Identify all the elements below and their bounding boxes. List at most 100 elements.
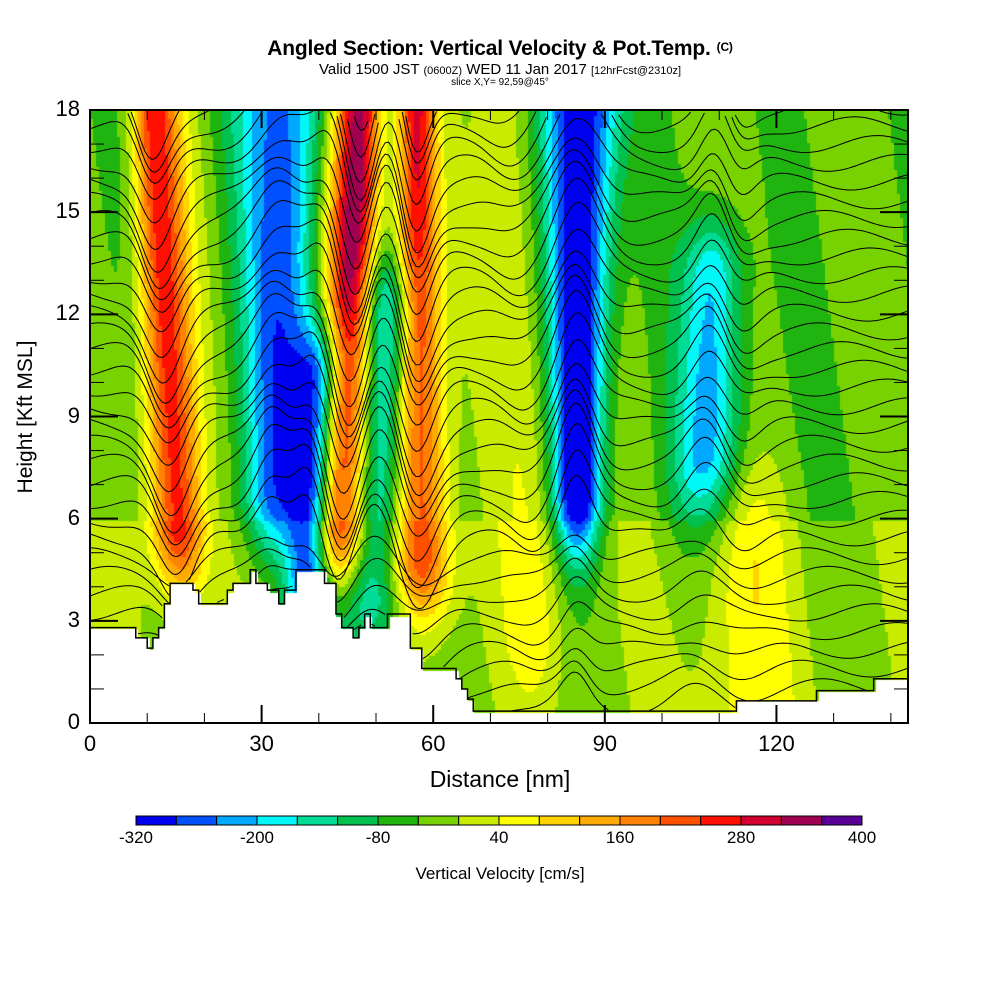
theta-contour (89, 117, 908, 254)
theta-contour (127, 109, 211, 173)
colorbar-swatch (296, 815, 339, 826)
x-tick-label: 30 (249, 731, 274, 756)
theta-contour (346, 114, 376, 158)
colorbar-swatch (780, 815, 823, 826)
theta-contour (271, 585, 293, 591)
theta-contour (89, 109, 245, 184)
theta-contour (89, 449, 907, 589)
theta-contour (89, 585, 163, 607)
theta-contour (89, 565, 170, 604)
theta-contour (189, 474, 908, 610)
theta-contour (412, 576, 908, 635)
colorbar-swatch (417, 815, 460, 826)
theta-contour (724, 115, 908, 154)
theta-contour (422, 601, 907, 660)
colorbar-swatch (175, 815, 218, 826)
theta-contour (336, 545, 907, 603)
valid-time-local: Valid 1500 JST (318, 61, 420, 78)
colorbar-swatch (216, 815, 258, 826)
colorbar-swatch (619, 815, 661, 826)
theta-contour (401, 110, 520, 164)
theta-contour (216, 599, 225, 603)
theta-contour (467, 660, 746, 701)
theta-contour (443, 627, 908, 668)
colorbar-swatch (256, 815, 298, 826)
chart-subtitle: Valid 1500 JST (0600Z) WED 11 Jan 2017 [… (0, 61, 1000, 78)
colorbar-tick-label: -320 (118, 828, 154, 847)
y-tick-label: 18 (55, 96, 80, 121)
colorbar-swatch (700, 815, 742, 826)
colorbar-swatch (498, 815, 540, 826)
y-tick-label: 6 (67, 504, 80, 530)
theta-contour (734, 110, 784, 128)
colorbar-swatch (337, 815, 379, 826)
theta-contour (257, 565, 296, 575)
theta-contour (138, 632, 159, 636)
x-tick-label: 0 (83, 731, 97, 756)
theta-contour (89, 606, 163, 621)
theta-contour (371, 623, 376, 627)
x-axis-label: Distance [nm] (429, 766, 571, 792)
colorbar-swatch (377, 815, 419, 826)
theta-contour (89, 160, 907, 301)
colorbar-swatch (538, 815, 581, 826)
colorbar-tick-label: -200 (239, 828, 275, 847)
theta-contour (618, 111, 691, 134)
terrain-outline (90, 569, 908, 712)
theta-contour (405, 111, 438, 153)
y-tick-label: 9 (67, 402, 80, 428)
theta-contour (89, 378, 908, 517)
theta-contour (89, 112, 263, 201)
colorbar-tick-label: 40 (489, 828, 509, 847)
theta-contour (89, 228, 907, 366)
colorbar-tick-label: 400 (847, 828, 877, 847)
colorbar-swatch (659, 815, 702, 826)
y-tick-label: 3 (67, 606, 80, 632)
forecast-info: [12hrFcst@2310z] (590, 65, 682, 77)
theta-contour (89, 137, 908, 273)
y-tick-label: 15 (55, 198, 80, 224)
theta-contour (89, 533, 170, 596)
theta-contour (89, 149, 907, 290)
theta-contour (89, 422, 908, 562)
theta-contour (89, 250, 908, 384)
theta-contour (89, 402, 908, 546)
title-text: Angled Section: Vertical Velocity & Pot.… (267, 37, 711, 60)
theta-contour (879, 110, 907, 116)
theta-contour (329, 112, 561, 232)
theta-contour (89, 339, 907, 477)
theta-contour (199, 548, 311, 593)
theta-contour (611, 112, 705, 153)
theta-contour (185, 534, 908, 586)
y-tick-label: 12 (55, 300, 80, 326)
theta-contour (731, 116, 908, 140)
theta-contour (89, 274, 907, 418)
theta-contour (89, 110, 314, 224)
y-axis-label: Height [Kft MSL] (14, 340, 37, 494)
theta-contour (347, 608, 386, 628)
x-tick-label: 120 (758, 731, 795, 756)
theta-contour (89, 177, 908, 316)
theta-contour (343, 557, 908, 618)
theta-contour (460, 648, 908, 681)
theta-contour (89, 289, 908, 429)
theta-contour (89, 362, 908, 497)
colorbar-swatch (579, 815, 621, 826)
theta-contour (89, 263, 908, 404)
y-tick-label: 0 (67, 709, 80, 734)
colorbar-swatch (135, 815, 177, 826)
theta-contour (130, 110, 180, 161)
theta-contour (512, 671, 609, 712)
colorbar-tick-label: 160 (605, 828, 635, 847)
x-tick-label: 60 (420, 731, 446, 756)
chart-title: Angled Section: Vertical Velocity & Pot.… (0, 37, 1000, 61)
theta-contour (649, 682, 736, 711)
theta-contour (89, 547, 170, 587)
theta-contour (89, 201, 907, 343)
theta-contour (89, 312, 908, 452)
theta-contour (353, 624, 362, 630)
colorbar-swatch (821, 815, 863, 826)
valid-time-utc: (0600Z) (423, 65, 463, 77)
x-tick-label: 90 (592, 731, 618, 756)
title-unit: (C) (716, 40, 733, 54)
